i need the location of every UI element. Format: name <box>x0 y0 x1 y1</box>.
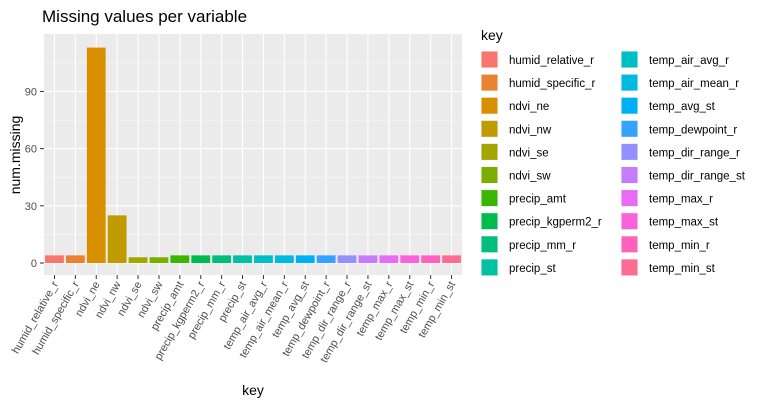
legend-label: temp_dewpoint_r <box>649 124 737 136</box>
bar-humid_relative_r <box>45 255 64 263</box>
legend-swatch <box>481 236 498 253</box>
legend-label: ndvi_ne <box>509 101 549 113</box>
legend-label: precip_kgperm2_r <box>509 217 602 229</box>
legend-label: temp_avg_st <box>649 101 716 113</box>
legend-label: temp_max_r <box>649 194 713 206</box>
legend-label: temp_dir_range_r <box>649 147 740 159</box>
legend-label: humid_relative_r <box>509 55 594 67</box>
legend-swatch <box>621 74 638 91</box>
legend-swatch <box>481 120 498 137</box>
legend-swatch <box>621 190 638 207</box>
bar-temp_air_avg_r <box>254 255 273 263</box>
legend-swatch <box>621 97 638 114</box>
legend-label: temp_dir_range_st <box>649 171 746 183</box>
legend-swatch <box>621 213 638 230</box>
y-tick-label: 0 <box>31 258 37 270</box>
legend-label: ndvi_nw <box>509 124 552 136</box>
legend: humid_relative_r humid_specific_r ndvi_nen… <box>481 51 746 276</box>
bar-temp_min_r <box>421 255 441 263</box>
bar-precip_kgperm2_r <box>191 255 211 263</box>
bar-temp_dir_range_st <box>358 255 378 263</box>
bar-ndvi_se <box>128 257 148 263</box>
bar-temp_air_mean_r <box>274 255 294 263</box>
bar-temp_dewpoint_r <box>316 255 336 263</box>
legend-label: temp_air_avg_r <box>649 55 729 67</box>
legend-swatch <box>481 97 498 114</box>
legend-swatch <box>481 51 498 68</box>
bar-temp_dir_range_r <box>337 255 357 263</box>
bar-precip_amt <box>170 255 190 263</box>
legend-label: temp_min_st <box>649 263 716 275</box>
legend-swatch <box>481 213 498 230</box>
x-axis: humid_relative_rhumid_specific_rndvi_nen… <box>10 275 458 365</box>
bar-precip_st <box>233 255 252 263</box>
legend-label: temp_air_mean_r <box>649 78 739 90</box>
legend-label: precip_st <box>509 263 556 275</box>
bar-humid_specific_r <box>65 255 85 263</box>
legend-label: temp_max_st <box>649 217 719 229</box>
bar-temp_min_st <box>442 255 461 263</box>
legend-label: humid_specific_r <box>509 78 595 90</box>
legend-swatch <box>621 236 638 253</box>
legend-swatch <box>621 51 638 68</box>
legend-swatch <box>481 259 498 276</box>
legend-swatch <box>481 143 498 160</box>
legend-label: temp_min_r <box>649 240 710 252</box>
y-axis: 0 30 60 90 <box>25 86 44 270</box>
legend-swatch <box>621 120 638 137</box>
bar-temp_max_r <box>379 255 399 263</box>
legend-swatch <box>481 74 498 91</box>
y-tick-label: 30 <box>25 201 37 213</box>
grid-lines <box>44 34 462 275</box>
legend-label: ndvi_sw <box>509 171 551 183</box>
bars <box>45 47 461 263</box>
bar-ndvi_ne <box>86 47 106 263</box>
bar-temp_avg_st <box>295 255 315 263</box>
plot-panel <box>44 34 462 275</box>
legend-title: key <box>481 27 503 43</box>
x-axis-title: key <box>242 382 264 398</box>
bar-ndvi_sw <box>149 257 169 263</box>
legend-swatch <box>481 190 498 207</box>
bar-ndvi_nw <box>107 215 127 263</box>
legend-swatch <box>621 143 638 160</box>
bar-precip_mm_r <box>212 255 232 263</box>
y-axis-title: num.missing <box>7 116 23 195</box>
y-tick-label: 90 <box>25 86 37 98</box>
legend-swatch <box>621 167 638 183</box>
legend-swatch <box>481 167 498 183</box>
legend-label: precip_amt <box>509 194 567 206</box>
bar-temp_max_st <box>400 255 420 263</box>
legend-label: precip_mm_r <box>509 240 576 252</box>
y-tick-label: 60 <box>25 144 37 156</box>
chart-title: Missing values per variable <box>42 7 247 26</box>
legend-swatch <box>621 259 638 276</box>
legend-label: ndvi_se <box>509 147 549 159</box>
